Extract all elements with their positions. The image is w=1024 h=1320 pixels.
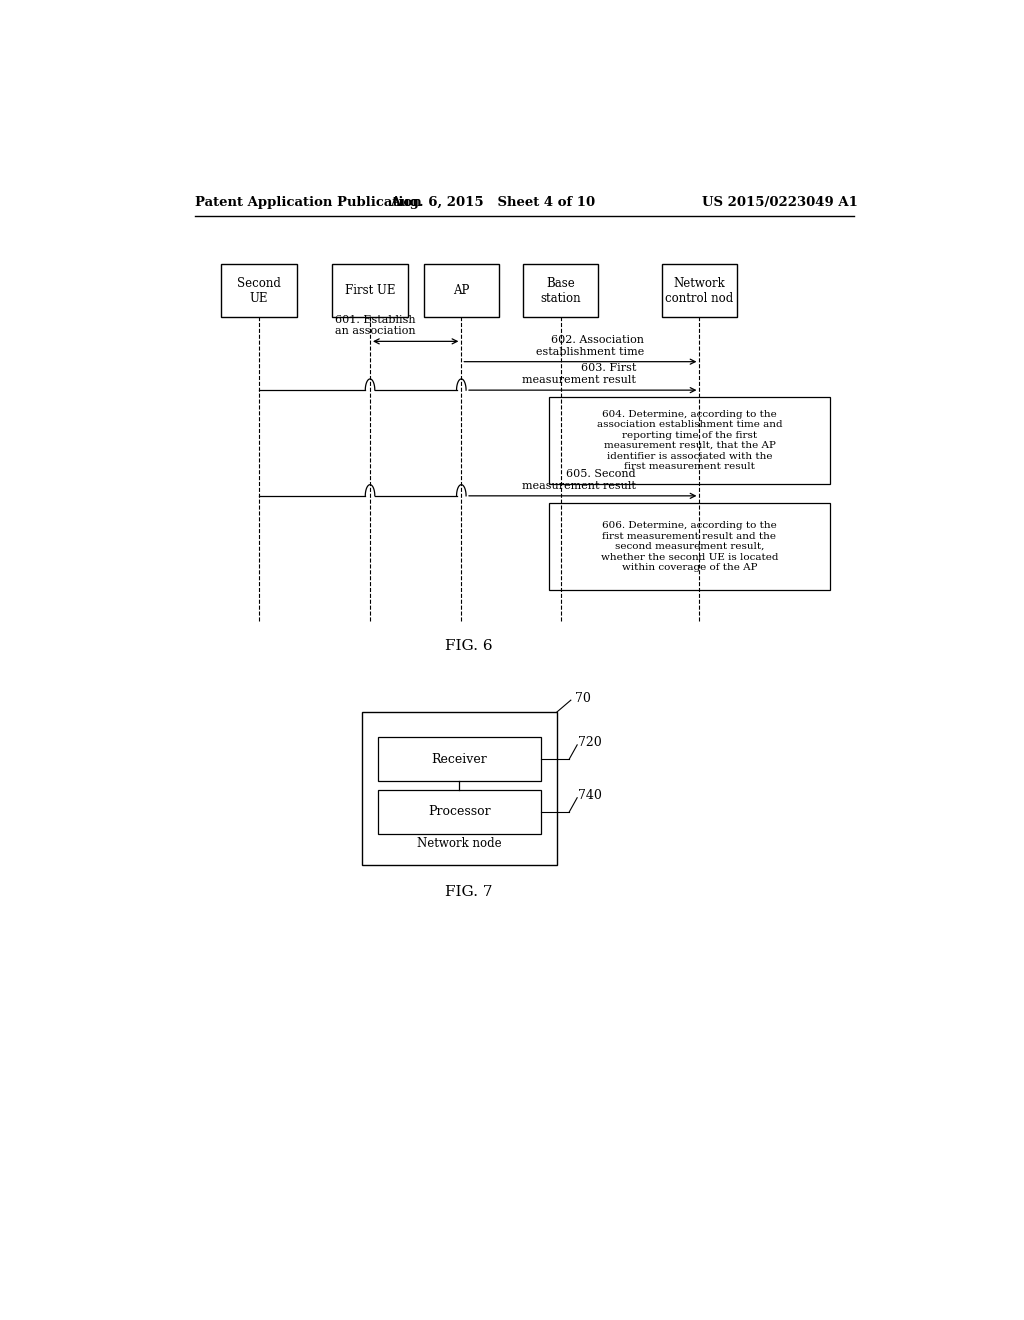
Text: Network node: Network node [417, 837, 502, 850]
Text: Second
UE: Second UE [237, 276, 281, 305]
Text: 740: 740 [578, 789, 602, 803]
FancyBboxPatch shape [221, 264, 297, 317]
Text: First UE: First UE [345, 284, 395, 297]
FancyBboxPatch shape [378, 789, 541, 834]
FancyBboxPatch shape [424, 264, 499, 317]
Text: 603. First
measurement result: 603. First measurement result [522, 363, 636, 385]
FancyBboxPatch shape [662, 264, 737, 317]
Text: Base
station: Base station [541, 276, 581, 305]
FancyBboxPatch shape [362, 713, 557, 865]
Text: FIG. 6: FIG. 6 [445, 639, 494, 653]
Text: 604. Determine, according to the
association establishment time and
reporting ti: 604. Determine, according to the associa… [597, 411, 782, 471]
FancyBboxPatch shape [333, 264, 408, 317]
Text: 720: 720 [578, 737, 602, 750]
FancyBboxPatch shape [378, 737, 541, 781]
Text: 602. Association
establishment time: 602. Association establishment time [536, 335, 644, 356]
Text: Network
control nod: Network control nod [666, 276, 733, 305]
Text: AP: AP [454, 284, 469, 297]
FancyBboxPatch shape [549, 397, 830, 483]
Text: 605. Second
measurement result: 605. Second measurement result [522, 469, 636, 491]
Text: Processor: Processor [428, 805, 490, 818]
Text: Patent Application Publication: Patent Application Publication [196, 195, 422, 209]
Text: FIG. 7: FIG. 7 [445, 886, 493, 899]
FancyBboxPatch shape [549, 503, 830, 590]
Text: Aug. 6, 2015   Sheet 4 of 10: Aug. 6, 2015 Sheet 4 of 10 [390, 195, 596, 209]
FancyBboxPatch shape [523, 264, 598, 317]
Text: Receiver: Receiver [431, 752, 487, 766]
Text: US 2015/0223049 A1: US 2015/0223049 A1 [702, 195, 858, 209]
Text: 606. Determine, according to the
first measurement result and the
second measure: 606. Determine, according to the first m… [601, 521, 778, 572]
Text: 70: 70 [574, 692, 591, 705]
Text: 601. Establish
an association: 601. Establish an association [335, 314, 416, 337]
